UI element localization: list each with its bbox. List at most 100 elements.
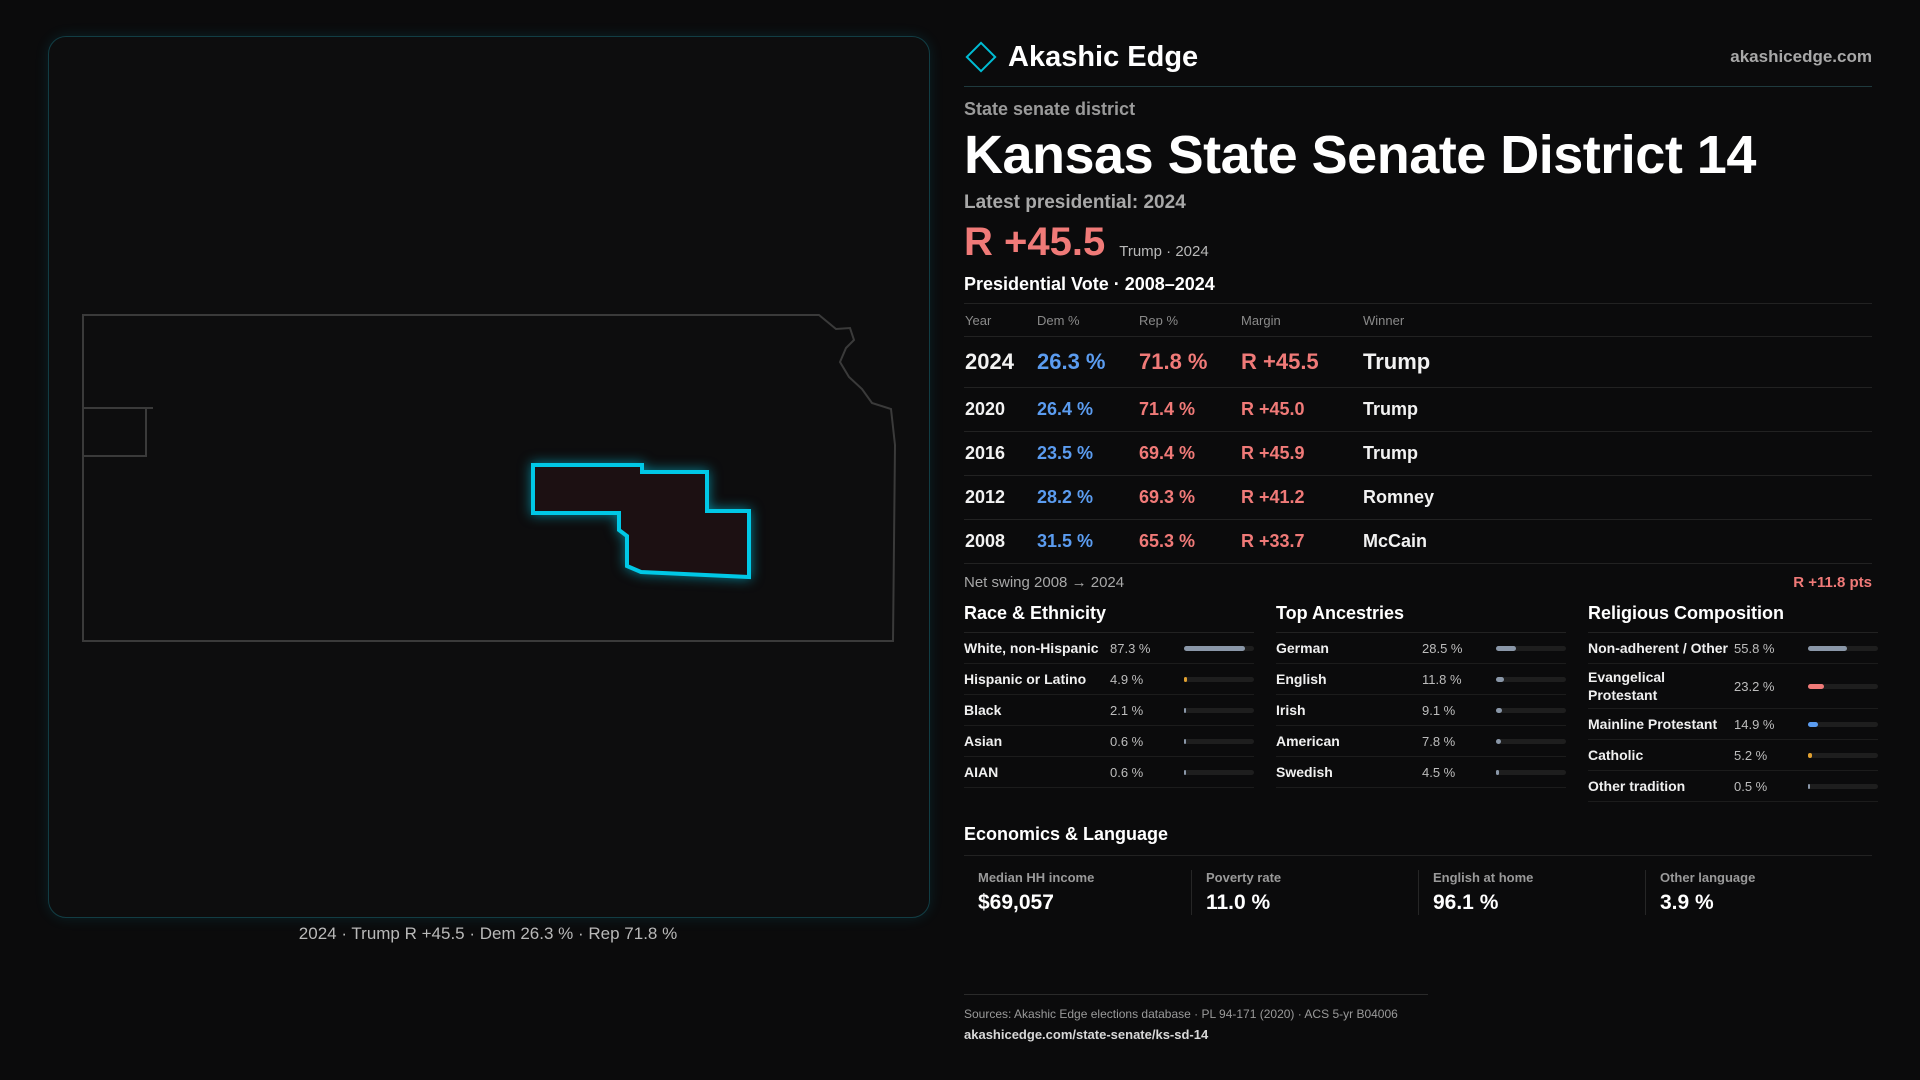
row-margin: R +45.0 (1240, 387, 1362, 432)
header: Akashic Edge akashicedge.com (964, 36, 1872, 87)
stat-bar (1184, 769, 1254, 775)
stat-row-value: 23.2 % (1734, 678, 1775, 694)
row-winner: Trump (1362, 431, 1872, 476)
source-link[interactable]: akashicedge.com/state-senate/ks-sd-14 (964, 1027, 1209, 1042)
stat-row-label: Catholic (1588, 747, 1644, 763)
stat-bar-fill (1808, 783, 1810, 789)
row-year: 2016 (964, 431, 1036, 476)
table-row: 2008 31.5 % 65.3 % R +33.7 McCain (964, 519, 1872, 564)
stat-bar-fill (1184, 769, 1186, 775)
row-dem: 23.5 % (1036, 431, 1138, 476)
row-rep: 71.8 % (1138, 336, 1240, 388)
row-margin: R +33.7 (1240, 519, 1362, 564)
stat-bar-fill (1808, 683, 1825, 689)
stat-bar (1184, 707, 1254, 713)
row-dem: 31.5 % (1036, 519, 1138, 564)
stat-row-label: American (1276, 733, 1340, 749)
stat-row: Catholic 5.2 % (1588, 740, 1878, 771)
stat-bar (1496, 707, 1566, 713)
stat-row-label: AIAN (964, 764, 999, 780)
stat-poverty-rate: Poverty rate 11.0 % (1190, 870, 1418, 915)
stat-row-value: 9.1 % (1422, 702, 1456, 718)
col-dem: Dem % (1036, 304, 1138, 337)
stat-row-value: 28.5 % (1422, 640, 1463, 656)
row-rep: 69.4 % (1138, 431, 1240, 476)
row-rep: 71.4 % (1138, 387, 1240, 432)
stat-row-value: 55.8 % (1734, 640, 1775, 656)
row-dem: 28.2 % (1036, 475, 1138, 520)
row-winner: McCain (1362, 519, 1872, 564)
stat-bar (1184, 645, 1254, 651)
presidential-heading: Presidential Vote · 2008–2024 (964, 274, 1872, 304)
swing-value: R +11.8 pts (1793, 574, 1872, 591)
stat-row-value: 4.5 % (1422, 764, 1456, 780)
stat-value: 11.0 % (1205, 891, 1271, 914)
stat-row: American 7.8 % (1276, 726, 1566, 757)
row-year: 2008 (964, 519, 1036, 564)
kansas-state-outline (82, 314, 897, 642)
stat-row: AIAN 0.6 % (964, 757, 1254, 788)
col-winner: Winner (1362, 304, 1872, 337)
row-rep: 65.3 % (1138, 519, 1240, 564)
race-section: Race & Ethnicity White, non-Hispanic 87.3… (964, 603, 1254, 802)
stat-row: Evangelical Protestant 23.2 % (1588, 664, 1878, 709)
stat-bar (1184, 676, 1254, 682)
stat-row-label: White, non-Hispanic (964, 640, 1099, 656)
religion-heading: Religious Composition (1588, 603, 1878, 633)
ancestry-section: Top Ancestries German 28.5 % English 11.8 %… (1276, 603, 1566, 802)
stat-row-value: 0.5 % (1734, 778, 1768, 794)
table-row: 2024 26.3 % 71.8 % R +45.5 Trump (964, 336, 1872, 388)
row-winner: Romney (1362, 475, 1872, 520)
row-year: 2012 (964, 475, 1036, 520)
row-year: 2024 (964, 336, 1036, 388)
details-panel: Akashic Edge akashicedge.com State senat… (964, 36, 1878, 915)
stat-value: 96.1 % (1432, 891, 1499, 914)
map-caption: 2024 · Trump R +45.5 · Dem 26.3 % · Rep … (298, 924, 678, 943)
stat-other-language: Other language 3.9 % (1644, 870, 1872, 915)
stat-english-at-home: English at home 96.1 % (1417, 870, 1645, 915)
map-panel[interactable] (48, 36, 930, 918)
religion-section: Religious Composition Non-adherent / Oth… (1588, 603, 1878, 802)
stat-label: English at home (1432, 870, 1534, 885)
stat-row-value: 0.6 % (1110, 764, 1144, 780)
stat-row: Swedish 4.5 % (1276, 757, 1566, 788)
stat-bar (1808, 645, 1878, 651)
brand[interactable]: Akashic Edge (964, 41, 1198, 74)
stat-row-label: Hispanic or Latino (964, 671, 1087, 687)
row-rep: 69.3 % (1138, 475, 1240, 520)
stat-row: Irish 9.1 % (1276, 695, 1566, 726)
stat-bar-fill (1808, 752, 1812, 758)
stat-bar-fill (1184, 676, 1188, 682)
stat-bar (1184, 738, 1254, 744)
stat-row: Asian 0.6 % (964, 726, 1254, 757)
brand-url-link[interactable]: akashicedge.com (1730, 47, 1872, 66)
col-year: Year (964, 304, 1036, 337)
stat-row-value: 14.9 % (1734, 716, 1775, 732)
row-margin: R +41.2 (1240, 475, 1362, 520)
headline-margin: R +45.5 Trump · 2024 (964, 220, 1872, 264)
swing-label: Net swing 2008 → 2024 (964, 574, 1125, 591)
stat-bar (1808, 783, 1878, 789)
page-title: Kansas State Senate District 14 (964, 125, 1756, 185)
stat-row: Non-adherent / Other 55.8 % (1588, 633, 1878, 664)
district-map[interactable] (49, 37, 929, 917)
stat-bar (1496, 738, 1566, 744)
margin-value: R +45.5 (964, 220, 1106, 264)
stat-row-value: 4.9 % (1110, 671, 1144, 687)
stat-row-value: 87.3 % (1110, 640, 1151, 656)
col-rep: Rep % (1138, 304, 1240, 337)
row-winner: Trump (1362, 387, 1872, 432)
stat-row-label: Asian (964, 733, 1003, 749)
stat-row-value: 2.1 % (1110, 702, 1144, 718)
stat-bar (1496, 676, 1566, 682)
table-row: 2020 26.4 % 71.4 % R +45.0 Trump (964, 387, 1872, 432)
row-year: 2020 (964, 387, 1036, 432)
stat-bar-fill (1808, 645, 1848, 651)
stat-value: $69,057 (978, 891, 1054, 914)
stat-row: Mainline Protestant 14.9 % (1588, 709, 1878, 740)
stat-bar-fill (1496, 738, 1502, 744)
stat-row: English 11.8 % (1276, 664, 1566, 695)
sources-text: Sources: Akashic Edge elections database… (964, 1007, 1398, 1021)
stat-row: Black 2.1 % (964, 695, 1254, 726)
district-highlight[interactable] (531, 463, 751, 580)
